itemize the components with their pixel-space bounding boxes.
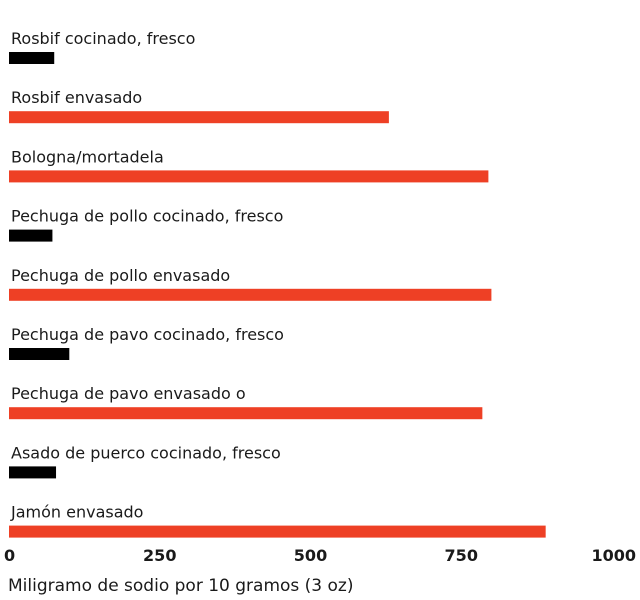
bar-6: [9, 407, 483, 420]
bar-4: [9, 288, 492, 301]
category-label: Pechuga de pavo cocinado, fresco: [11, 325, 284, 344]
bar-7: [9, 466, 57, 479]
bar-3: [9, 229, 53, 242]
bar-1: [9, 111, 389, 124]
x-tick-label: 1000: [591, 546, 636, 565]
x-tick-label: 750: [445, 546, 478, 565]
category-label: Pechuga de pollo envasado: [11, 266, 230, 285]
category-label: Jamón envasado: [10, 503, 143, 522]
x-tick-label: 0: [4, 546, 15, 565]
category-label: Bologna/mortadela: [11, 147, 164, 166]
bar-5: [9, 348, 70, 360]
x-axis-ticks: 0 250 500 750 1000: [4, 546, 636, 565]
bar-0: [9, 52, 55, 64]
category-label: Rosbif cocinado, fresco: [11, 29, 195, 48]
category-label: Rosbif envasado: [11, 88, 142, 107]
x-tick-label: 250: [143, 546, 176, 565]
category-label: Pechuga de pollo cocinado, fresco: [11, 207, 283, 226]
x-axis-title: Miligramo de sodio por 10 gramos (3 oz): [8, 576, 353, 596]
category-label: Asado de puerco cocinado, fresco: [11, 443, 281, 462]
bar-2: [9, 170, 489, 183]
category-labels: Rosbif cocinado, fresco Rosbif envasado Bo…: [10, 29, 284, 522]
bars: [9, 52, 546, 538]
bar-8: [9, 525, 546, 538]
category-label: Pechuga de pavo envasado o: [11, 384, 246, 403]
x-tick-label: 500: [294, 546, 327, 565]
